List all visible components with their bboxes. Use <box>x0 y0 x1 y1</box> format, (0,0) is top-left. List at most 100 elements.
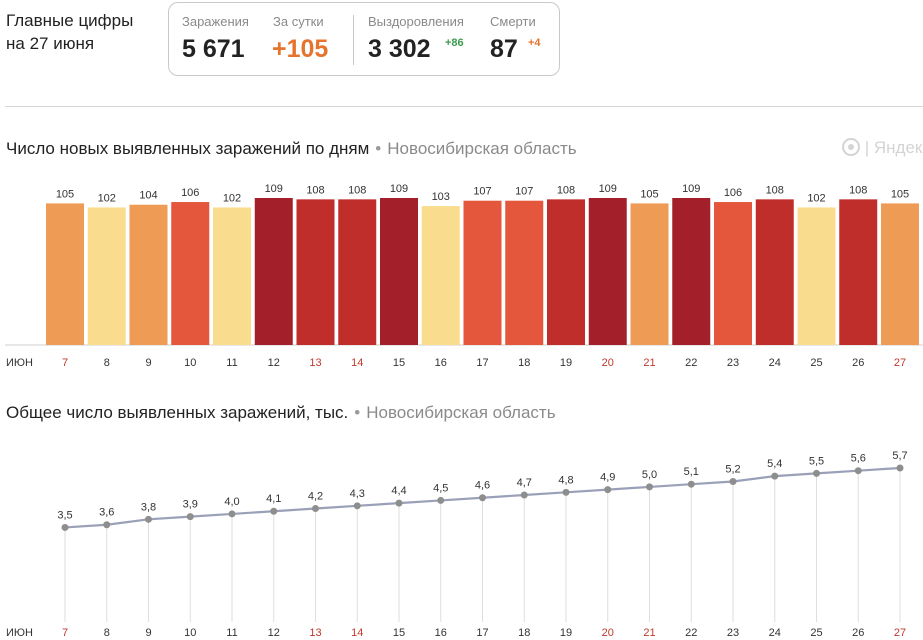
line-point <box>562 488 570 496</box>
line-point <box>228 510 236 518</box>
line-x-tick-label: 13 <box>309 627 321 639</box>
line-value-label: 4,4 <box>391 485 406 497</box>
bar-chart-region: Новосибирская область <box>387 139 577 158</box>
bar <box>171 202 210 345</box>
bar-value-label: 108 <box>348 184 366 196</box>
key-stats-panel: Заражения 5 671 За сутки +105 Выздоровле… <box>168 2 560 76</box>
bar-value-label: 106 <box>181 187 199 199</box>
line-x-tick-label: 27 <box>894 627 906 639</box>
bar <box>338 199 377 345</box>
bar-value-label: 109 <box>265 183 283 195</box>
line-point <box>353 502 361 510</box>
line-x-tick-label: 11 <box>226 627 237 639</box>
bar-x-tick-label: 11 <box>226 357 237 369</box>
watermark-text: | Яндекс <box>864 138 923 157</box>
line-point <box>103 521 111 529</box>
bar-x-tick-label: 17 <box>476 357 488 369</box>
bar-value-label: 104 <box>139 190 157 202</box>
deaths-label: Смерти <box>490 14 536 29</box>
line-x-tick-label: 23 <box>727 627 739 639</box>
bar-x-tick-label: 16 <box>435 357 447 369</box>
bar <box>630 203 669 345</box>
bar-x-tick-label: 26 <box>852 357 864 369</box>
line-value-label: 4,7 <box>517 477 532 489</box>
bar <box>254 198 293 345</box>
bar-x-tick-label: 7 <box>62 357 68 369</box>
bar-value-label: 107 <box>515 186 533 198</box>
bar-value-label: 108 <box>557 184 575 196</box>
bar <box>839 199 878 345</box>
line-value-label: 5,1 <box>684 466 699 478</box>
summary-title-line1: Главные цифры <box>6 11 134 30</box>
line-x-tick-label: 22 <box>685 627 697 639</box>
line-value-label: 5,7 <box>892 450 907 462</box>
recoveries-delta: +86 <box>445 37 464 49</box>
daily-value: +105 <box>272 35 329 63</box>
bar <box>463 200 502 345</box>
line-x-tick-label: 10 <box>184 627 196 639</box>
bar-x-tick-label: 13 <box>309 357 321 369</box>
bar <box>881 203 919 345</box>
line-x-tick-label: 18 <box>518 627 530 639</box>
line-x-tick-label: 7 <box>62 627 68 639</box>
yandex-watermark: | Яндекс <box>842 138 923 158</box>
line-point <box>479 494 486 502</box>
line-x-tick-label: 14 <box>351 627 363 639</box>
bar <box>797 207 836 345</box>
line-value-label: 3,6 <box>99 507 114 519</box>
line-value-label: 4,9 <box>600 472 615 484</box>
bar <box>380 198 418 345</box>
line-value-label: 4,1 <box>266 493 281 505</box>
bar <box>46 203 84 345</box>
infections-value: 5 671 <box>182 35 245 63</box>
bar <box>129 204 168 345</box>
bar-value-label: 107 <box>473 186 491 198</box>
bar-value-label: 105 <box>640 188 658 200</box>
line-point <box>729 478 737 486</box>
bar-value-label: 108 <box>766 184 784 196</box>
line-value-label: 5,2 <box>725 464 740 476</box>
bar-x-tick-label: 18 <box>518 357 530 369</box>
line-x-tick-label: 17 <box>476 627 488 639</box>
line-point <box>186 513 194 521</box>
bar-chart-separator: • <box>375 139 382 158</box>
line-value-label: 3,5 <box>57 509 72 521</box>
bar <box>213 207 251 345</box>
line-value-label: 3,9 <box>183 499 198 511</box>
bar-x-tick-label: 12 <box>268 357 280 369</box>
line-point <box>145 515 152 523</box>
line-value-label: 5,5 <box>809 455 824 467</box>
bar-chart-title-text: Число новых выявленных заражений по дням <box>6 139 370 158</box>
bar-x-tick-label: 10 <box>184 357 196 369</box>
stats-divider <box>353 15 354 65</box>
line-point <box>312 505 319 513</box>
infections-label: Заражения <box>182 14 249 29</box>
yandex-logo-icon <box>842 138 860 156</box>
line-value-label: 4,2 <box>308 491 323 503</box>
bar-x-tick-label: 25 <box>810 357 822 369</box>
line-x-tick-label: 9 <box>145 627 151 639</box>
bar-x-tick-label: 22 <box>685 357 697 369</box>
bar-value-label: 109 <box>599 183 617 195</box>
bar-value-label: 109 <box>390 183 408 195</box>
line-chart-title-text: Общее число выявленных заражений, тыс. <box>6 403 349 422</box>
line-x-tick-label: 25 <box>810 627 822 639</box>
bar-value-label: 102 <box>807 192 825 204</box>
line-point <box>604 486 612 494</box>
line-x-tick-label: 16 <box>435 627 447 639</box>
bar-value-label: 105 <box>56 188 74 200</box>
line-value-label: 3,8 <box>141 501 156 513</box>
bar-value-label: 106 <box>724 187 742 199</box>
bar-x-tick-label: 27 <box>894 357 906 369</box>
line-point <box>61 523 69 531</box>
bar-value-label: 105 <box>891 188 909 200</box>
line-x-tick-label: 19 <box>560 627 572 639</box>
bar-x-tick-label: 21 <box>643 357 655 369</box>
deaths-delta: +4 <box>528 37 541 49</box>
bar <box>672 198 711 345</box>
line-chart-separator: • <box>354 403 361 422</box>
bar-x-tick-label: 9 <box>145 357 151 369</box>
line-value-label: 4,3 <box>350 488 365 500</box>
line-point <box>646 483 653 491</box>
